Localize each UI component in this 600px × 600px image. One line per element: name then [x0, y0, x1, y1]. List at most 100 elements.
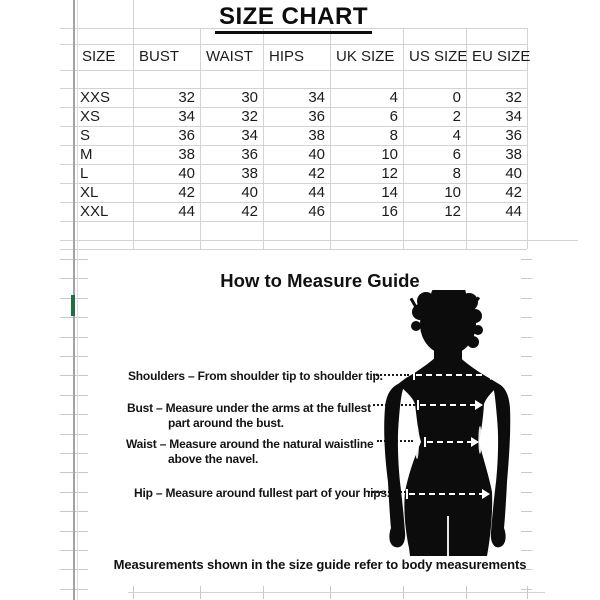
column-header: WAIST: [206, 48, 253, 65]
column-tick: [200, 586, 201, 599]
size-value-cell: 42: [178, 184, 195, 201]
gridline: [527, 28, 528, 249]
gridline: [60, 249, 527, 250]
size-value-cell: 38: [505, 146, 522, 163]
size-value-cell: 34: [308, 89, 325, 106]
page-title-text: SIZE CHART: [215, 3, 372, 34]
size-label-cell: XXL: [80, 203, 109, 220]
size-value-cell: 10: [381, 146, 398, 163]
size-value-cell: 12: [444, 203, 461, 220]
size-value-cell: 4: [389, 89, 398, 106]
size-value-cell: 42: [241, 203, 258, 220]
size-value-cell: 34: [241, 127, 258, 144]
size-value-cell: 0: [452, 89, 461, 106]
waist-measure-label-line2: above the navel.: [168, 452, 259, 466]
size-value-cell: 38: [178, 146, 195, 163]
size-value-cell: 44: [308, 184, 325, 201]
row-dash: [521, 317, 532, 318]
size-label-cell: XS: [80, 108, 101, 125]
size-value-cell: 6: [389, 108, 398, 125]
gridline: [133, 0, 134, 28]
gridline: [60, 164, 527, 165]
bust-measure-label-line2: part around the bust.: [168, 416, 284, 430]
hip-leader-dots: [368, 491, 406, 493]
gridline: [60, 145, 527, 146]
size-value-cell: 8: [452, 165, 461, 182]
size-value-cell: 40: [308, 146, 325, 163]
size-value-cell: 42: [505, 184, 522, 201]
gridline: [263, 28, 264, 249]
size-value-cell: 4: [452, 127, 461, 144]
gridline: [60, 107, 527, 108]
gridline: [60, 44, 527, 45]
size-label-cell: M: [80, 146, 93, 163]
size-label-cell: L: [80, 165, 89, 182]
size-value-cell: 32: [241, 108, 258, 125]
size-value-cell: 40: [505, 165, 522, 182]
size-value-cell: 30: [241, 89, 258, 106]
row-dash: [521, 375, 532, 376]
gridline: [200, 28, 201, 249]
row-dash: [521, 589, 532, 590]
row-dash: [521, 298, 532, 299]
size-value-cell: 36: [505, 127, 522, 144]
size-value-cell: 32: [178, 89, 195, 106]
row-dash: [521, 414, 532, 415]
gridline: [60, 183, 527, 184]
gridline: [60, 28, 527, 29]
size-value-cell: 44: [505, 203, 522, 220]
column-tick: [466, 586, 467, 599]
female-body-silhouette: [384, 290, 511, 556]
row-dash: [521, 453, 532, 454]
size-value-cell: 46: [308, 203, 325, 220]
column-tick: [133, 586, 134, 599]
gridline: [330, 28, 331, 249]
page-title: SIZE CHART: [60, 3, 527, 34]
column-tick: [403, 586, 404, 599]
size-value-cell: 38: [308, 127, 325, 144]
size-label-cell: XL: [80, 184, 99, 201]
gridline: [60, 88, 527, 89]
gridline: [60, 70, 527, 71]
gridline: [133, 28, 134, 249]
gridline: [60, 202, 527, 203]
gridline: [403, 28, 404, 249]
shoulders-leader-dots: [373, 374, 409, 376]
size-value-cell: 36: [178, 127, 195, 144]
body-measurements-note: Measurements shown in the size guide ref…: [113, 557, 527, 572]
size-value-cell: 2: [452, 108, 461, 125]
size-value-cell: 34: [178, 108, 195, 125]
row-dash: [521, 356, 532, 357]
gridline: [466, 28, 467, 249]
shoulders-measure-label: Shoulders – From shoulder tip to shoulde…: [128, 369, 383, 383]
size-value-cell: 34: [505, 108, 522, 125]
row-dash: [521, 395, 532, 396]
column-header: EU SIZE: [472, 48, 531, 65]
column-header: UK SIZE: [336, 48, 395, 65]
waist-measure-label-line1: Waist – Measure around the natural waist…: [126, 437, 374, 451]
size-value-cell: 10: [444, 184, 461, 201]
column-header: HIPS: [269, 48, 305, 65]
measure-guide-title: How to Measure Guide: [220, 270, 420, 291]
size-value-cell: 6: [452, 146, 461, 163]
size-label-cell: XXS: [80, 89, 111, 106]
size-value-cell: 38: [241, 165, 258, 182]
row-dash: [521, 472, 532, 473]
column-header: US SIZE: [409, 48, 468, 65]
row-dash: [521, 569, 532, 570]
size-value-cell: 14: [381, 184, 398, 201]
size-value-cell: 44: [178, 203, 195, 220]
size-value-cell: 8: [389, 127, 398, 144]
size-value-cell: 40: [241, 184, 258, 201]
gridline: [60, 126, 527, 127]
size-value-cell: 32: [505, 89, 522, 106]
row-dash: [521, 492, 532, 493]
size-value-cell: 16: [381, 203, 398, 220]
column-header: SIZE: [82, 48, 116, 65]
column-tick: [527, 586, 528, 599]
gridline: [60, 240, 578, 241]
green-selection-accent-bar: [71, 295, 75, 316]
sheet-left-border-inner: [77, 0, 78, 600]
column-header: BUST: [139, 48, 180, 65]
